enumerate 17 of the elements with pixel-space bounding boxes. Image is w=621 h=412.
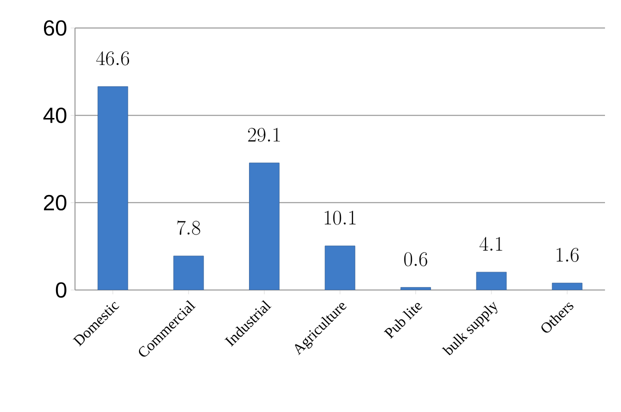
bar	[173, 256, 204, 290]
data-label: 4. 1	[480, 236, 502, 251]
x-tick-label: Pub lite	[384, 302, 422, 339]
bar	[476, 272, 507, 290]
bar	[249, 162, 280, 290]
data-label: 7.8	[177, 220, 200, 235]
y-tick-label: 60	[44, 20, 66, 36]
data-label: 1 .6	[556, 248, 579, 262]
y-tick-label: 40	[43, 108, 66, 124]
data-label: 46.6	[96, 51, 130, 66]
data-label: 29. 1	[248, 128, 280, 142]
data-label: 0.6	[404, 252, 428, 266]
bar	[324, 246, 356, 290]
y-tick-label: 20	[44, 194, 66, 210]
data-label: 10. 1	[324, 210, 356, 225]
bar	[98, 86, 128, 290]
y-tick-label: 0	[56, 282, 66, 298]
